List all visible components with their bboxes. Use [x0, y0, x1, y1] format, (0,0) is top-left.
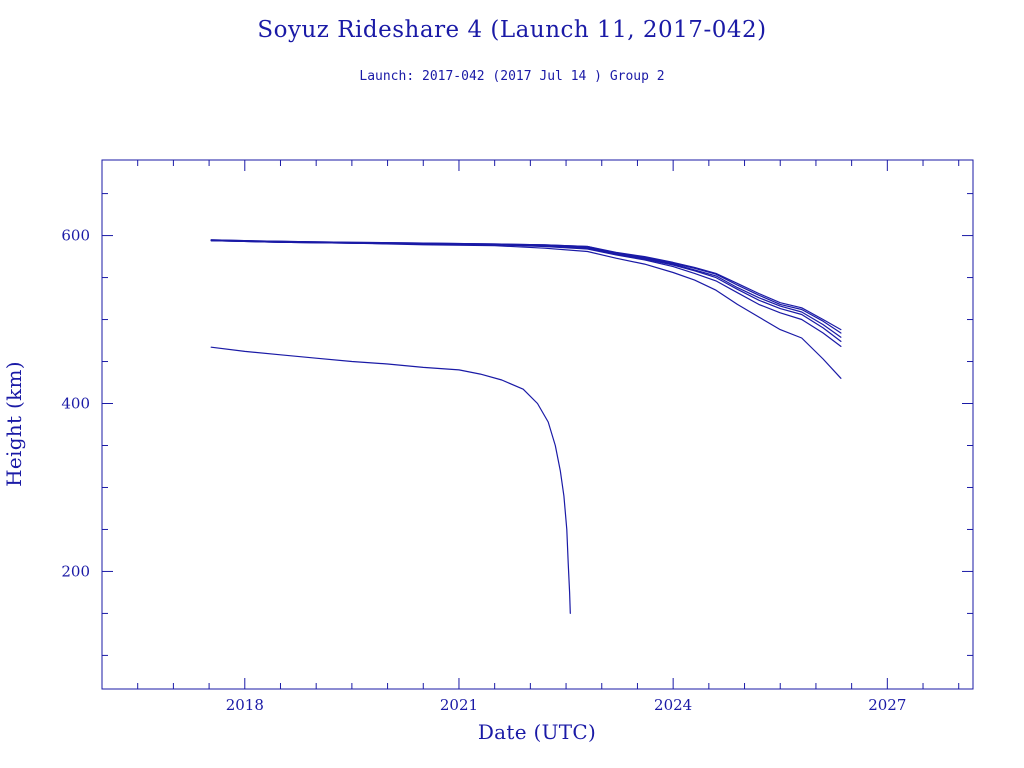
chart-title: Soyuz Rideshare 4 (Launch 11, 2017-042) [257, 17, 766, 43]
chart-subtitle: Launch: 2017-042 (2017 Jul 14 ) Group 2 [359, 69, 664, 84]
y-axis-label: Height (km) [2, 361, 26, 487]
series-line [210, 239, 842, 331]
y-tick-label: 200 [61, 562, 90, 580]
x-tick-label: 2027 [868, 696, 906, 714]
y-tick-label: 400 [61, 395, 90, 413]
x-tick-labels: 2018 2021 2024 2027 [226, 696, 907, 714]
y-tick-labels: 200 400 600 [61, 227, 90, 581]
x-axis-label: Date (UTC) [478, 720, 596, 744]
series-line [210, 240, 842, 379]
x-tick-label: 2021 [440, 696, 478, 714]
series-line [210, 346, 571, 615]
x-tick-label: 2018 [226, 696, 264, 714]
series-line [210, 240, 842, 342]
minor-ticks [101, 160, 973, 689]
x-tick-label: 2024 [654, 696, 692, 714]
major-ticks [102, 160, 973, 689]
series-line [210, 240, 842, 338]
series-lines [210, 239, 842, 615]
plot-frame [101, 159, 974, 690]
y-tick-label: 600 [61, 227, 90, 245]
series-line [210, 239, 842, 334]
